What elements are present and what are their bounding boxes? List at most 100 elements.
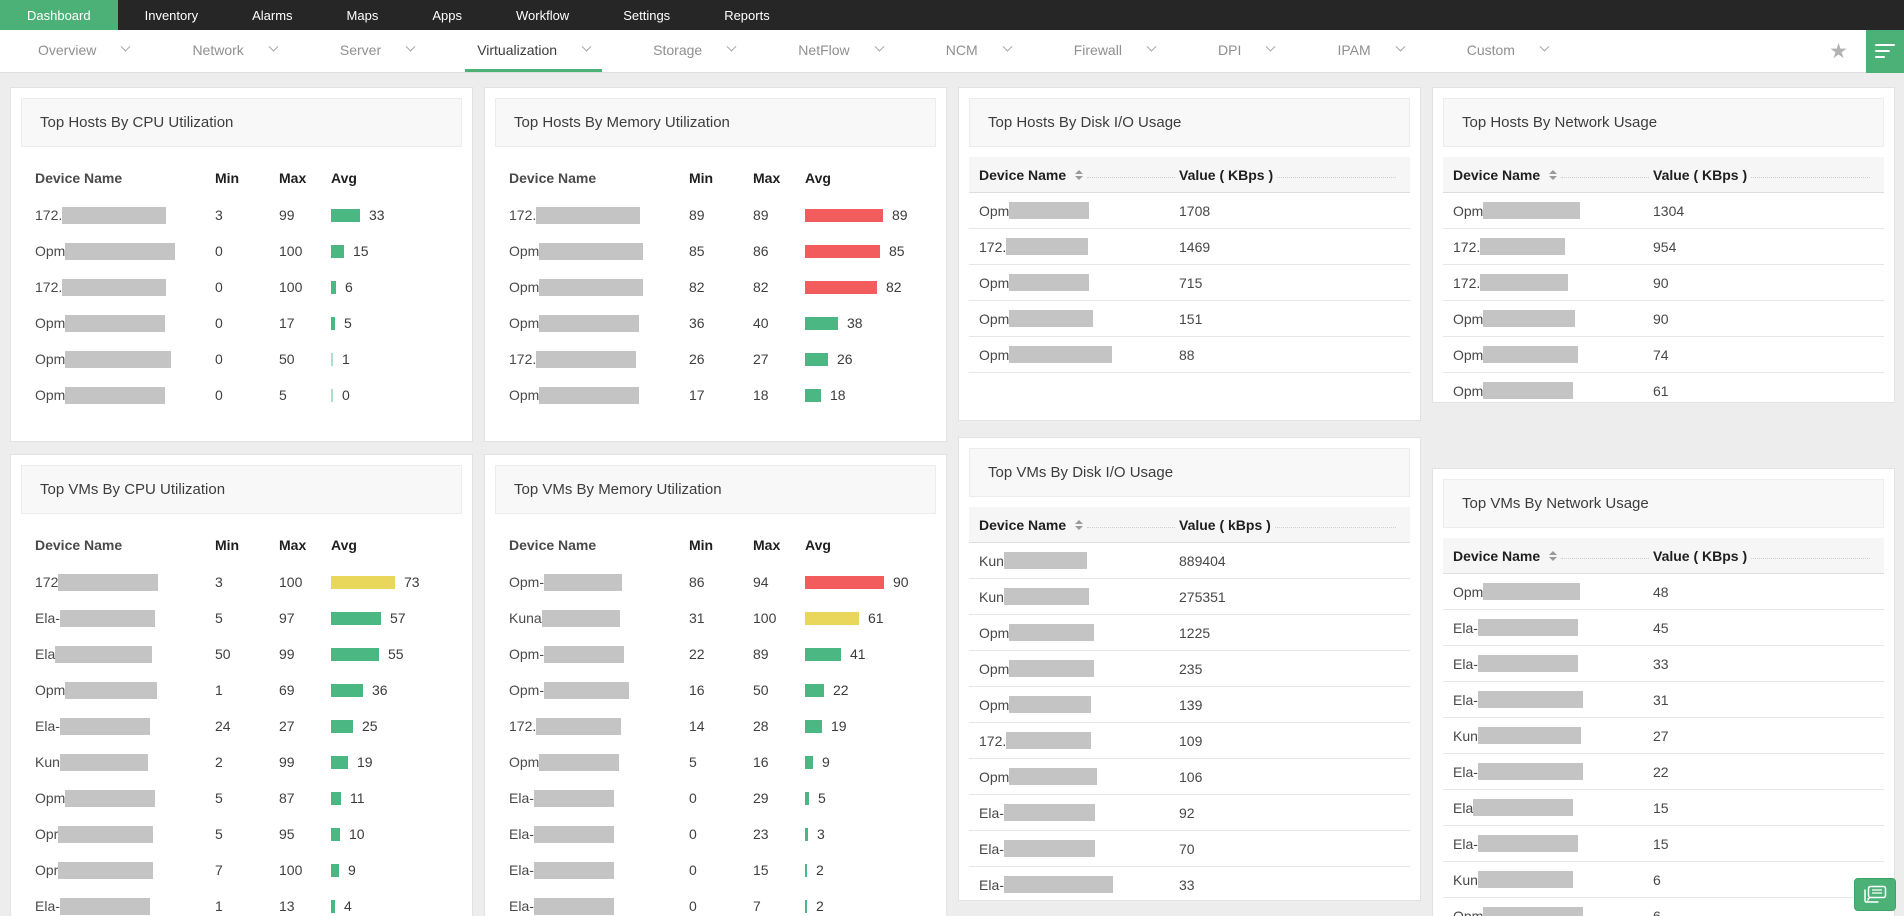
- max-value: 86: [753, 243, 769, 259]
- device-name-link[interactable]: 172.: [509, 350, 689, 368]
- device-name-link[interactable]: Opr: [35, 825, 215, 843]
- chat-button[interactable]: [1854, 878, 1896, 911]
- device-name-link[interactable]: 172.: [509, 206, 689, 224]
- device-name-link[interactable]: Opm: [979, 346, 1179, 363]
- tab-storage[interactable]: Storage: [641, 30, 747, 72]
- table-row: Ela 50 99 55: [35, 636, 448, 672]
- device-name-link[interactable]: Opm-: [509, 645, 689, 663]
- device-name-link[interactable]: Ela: [35, 645, 215, 663]
- tab-custom[interactable]: Custom: [1455, 30, 1560, 72]
- device-name-link[interactable]: Kun: [979, 588, 1179, 605]
- device-name-link[interactable]: Opm: [1453, 310, 1653, 327]
- device-name-link[interactable]: Ela-: [1453, 619, 1653, 636]
- device-name-link[interactable]: Opm: [979, 310, 1179, 327]
- device-name-link[interactable]: 172.: [1453, 274, 1653, 291]
- topnav-item-dashboard[interactable]: Dashboard: [0, 0, 118, 30]
- tab-network[interactable]: Network: [180, 30, 288, 72]
- device-name-link[interactable]: Kun: [1453, 871, 1653, 888]
- tab-firewall[interactable]: Firewall: [1062, 30, 1167, 72]
- device-name-link[interactable]: Ela-: [35, 897, 215, 915]
- device-name-link[interactable]: Opm: [1453, 583, 1653, 600]
- tab-ipam[interactable]: IPAM: [1325, 30, 1415, 72]
- topnav-item-apps[interactable]: Apps: [432, 7, 462, 23]
- device-name-link[interactable]: Opm: [979, 660, 1179, 677]
- device-name-link[interactable]: Kun: [979, 552, 1179, 569]
- device-name-link[interactable]: 172.: [509, 717, 689, 735]
- device-name-link[interactable]: Opm: [1453, 346, 1653, 363]
- dashboard-menu-button[interactable]: [1866, 29, 1904, 73]
- device-name-link[interactable]: Kun: [35, 753, 215, 771]
- device-name-link[interactable]: 172: [35, 573, 215, 591]
- sort-device-name-header[interactable]: Device Name: [979, 167, 1179, 183]
- device-name-link[interactable]: Opm: [1453, 907, 1653, 916]
- device-name-link[interactable]: Ela-: [35, 609, 215, 627]
- device-name-link[interactable]: Opm: [509, 386, 689, 404]
- device-name-link[interactable]: Opm: [979, 696, 1179, 713]
- table-header-row: Device Name Min Max Avg: [509, 528, 922, 562]
- sort-device-name-header[interactable]: Device Name: [1453, 167, 1653, 183]
- device-name-link[interactable]: Ela-: [35, 717, 215, 735]
- device-name-link[interactable]: Opm-: [509, 681, 689, 699]
- device-name-link[interactable]: Ela-: [979, 876, 1179, 893]
- topnav-item-maps[interactable]: Maps: [346, 7, 379, 23]
- table-header-row: Device Name Value ( KBps ): [1443, 538, 1884, 574]
- device-name-link[interactable]: Opm: [1453, 202, 1653, 219]
- device-name-link[interactable]: Opm: [35, 350, 215, 368]
- device-name-link[interactable]: Kun: [1453, 727, 1653, 744]
- device-name-link[interactable]: 172.: [979, 732, 1179, 749]
- device-name-link[interactable]: Kuna: [509, 609, 689, 627]
- device-name-link[interactable]: Ela-: [979, 840, 1179, 857]
- topnav-item-settings[interactable]: Settings: [623, 7, 671, 23]
- device-name-link[interactable]: Opm: [509, 278, 689, 296]
- device-name-link[interactable]: Opm: [1453, 382, 1653, 399]
- tab-overview[interactable]: Overview: [26, 30, 141, 72]
- bar-table: Device Name Min Max Avg 172. 89 89 89 Opm 85 86 85 O…: [485, 157, 946, 421]
- device-name-link[interactable]: 172.: [1453, 238, 1653, 255]
- topnav-item-reports[interactable]: Reports: [724, 7, 770, 23]
- device-name-link[interactable]: Opm: [35, 789, 215, 807]
- device-name-link[interactable]: Ela: [1453, 799, 1653, 816]
- device-name-link[interactable]: Ela-: [509, 897, 689, 915]
- tab-netflow[interactable]: NetFlow: [786, 30, 894, 72]
- device-name-link[interactable]: Ela-: [1453, 763, 1653, 780]
- max-value: 18: [753, 387, 769, 403]
- device-name-link[interactable]: Ela-: [1453, 655, 1653, 672]
- device-name-link[interactable]: Opm: [509, 314, 689, 332]
- redacted-device-name: [541, 609, 620, 627]
- device-name-link[interactable]: Opr: [35, 861, 215, 879]
- topnav-item-alarms[interactable]: Alarms: [252, 7, 293, 23]
- device-name-link[interactable]: Ela-: [509, 789, 689, 807]
- favorite-star-icon[interactable]: ★: [1829, 39, 1848, 63]
- device-name-link[interactable]: Ela-: [509, 861, 689, 879]
- device-name-link[interactable]: Opm: [509, 753, 689, 771]
- device-name-link[interactable]: Opm: [979, 768, 1179, 785]
- tab-label: Overview: [38, 41, 97, 58]
- sort-device-name-header[interactable]: Device Name: [979, 517, 1179, 533]
- device-name-link[interactable]: Opm: [979, 274, 1179, 291]
- device-name-link[interactable]: Opm: [509, 242, 689, 260]
- device-name-link[interactable]: Ela-: [979, 804, 1179, 821]
- tab-ncm[interactable]: NCM: [934, 30, 1023, 72]
- sort-device-name-header[interactable]: Device Name: [1453, 548, 1653, 564]
- device-name-link[interactable]: Opm: [979, 624, 1179, 641]
- topnav-item-workflow[interactable]: Workflow: [515, 7, 570, 23]
- device-name-link[interactable]: Opm: [35, 242, 215, 260]
- tab-server[interactable]: Server: [328, 30, 426, 72]
- redacted-device-name: [65, 350, 172, 368]
- topnav-item-inventory[interactable]: Inventory: [144, 7, 199, 23]
- device-name-link[interactable]: Ela-: [509, 825, 689, 843]
- redacted-device-name: [536, 717, 622, 735]
- device-name-link[interactable]: Ela-: [1453, 691, 1653, 708]
- device-name-link[interactable]: 172.: [979, 238, 1179, 255]
- device-name-link[interactable]: 172.: [35, 278, 215, 296]
- device-name-link[interactable]: Opm: [979, 202, 1179, 219]
- device-name-link[interactable]: 172.: [35, 206, 215, 224]
- device-name-link[interactable]: Opm-: [509, 573, 689, 591]
- device-name-link[interactable]: Opm: [35, 386, 215, 404]
- tab-virtualization[interactable]: Virtualization: [465, 30, 603, 72]
- device-name-link[interactable]: Opm: [35, 314, 215, 332]
- tab-dpi[interactable]: DPI: [1206, 30, 1286, 72]
- device-name-link[interactable]: Opm: [35, 681, 215, 699]
- avg-value: 9: [822, 754, 830, 770]
- device-name-link[interactable]: Ela-: [1453, 835, 1653, 852]
